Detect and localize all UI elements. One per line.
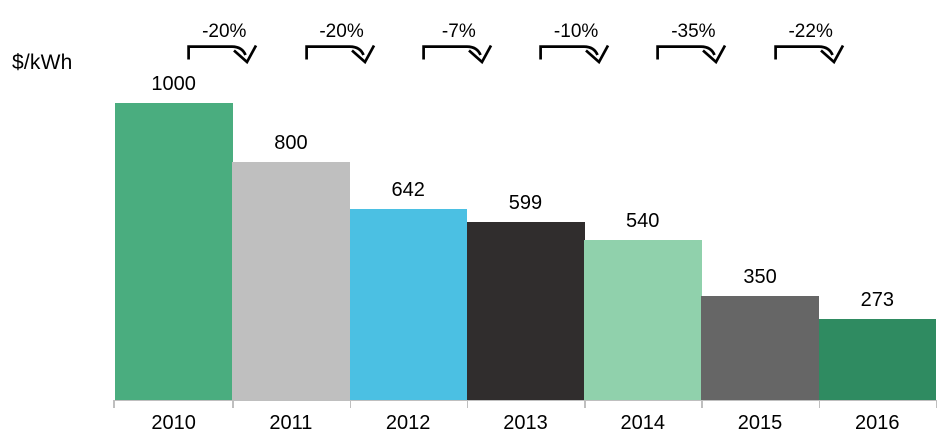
change-label: -35% <box>671 21 716 42</box>
bar-value-label: 642 <box>391 179 425 202</box>
bar-2013 <box>466 222 585 400</box>
change-arrow-icon <box>186 42 260 68</box>
x-axis-tick <box>232 400 234 408</box>
change-label: -20% <box>202 21 247 42</box>
bar-2016 <box>818 318 937 400</box>
x-tick-label: 2014 <box>620 412 665 434</box>
x-axis-tick <box>466 400 469 408</box>
x-tick-label: 2010 <box>151 412 196 434</box>
change-arrow-icon <box>538 42 612 68</box>
x-axis-tick <box>818 400 821 408</box>
x-axis-tick <box>113 400 115 408</box>
change-label: -7% <box>441 21 476 42</box>
x-axis-line <box>113 399 936 401</box>
bar-2011 <box>232 162 350 400</box>
y-axis-unit-label: $/kWh <box>12 51 73 74</box>
change-arrow-icon <box>304 42 378 68</box>
bar-value-label: 599 <box>508 192 543 215</box>
x-tick-label: 2011 <box>269 412 313 434</box>
change-label: -20% <box>319 21 364 42</box>
x-tick-label: 2016 <box>855 412 900 434</box>
x-tick-label: 2013 <box>503 412 548 434</box>
x-tick-label: 2015 <box>737 412 783 434</box>
bar-value-label: 800 <box>274 132 308 155</box>
x-axis-tick <box>584 400 586 408</box>
bar-2012 <box>349 209 468 400</box>
bar-value-label: 1000 <box>151 73 196 95</box>
bar-value-label: 273 <box>860 288 894 311</box>
bar-2015 <box>701 296 820 400</box>
change-arrow-icon <box>655 42 729 68</box>
x-axis-tick <box>701 400 703 408</box>
change-arrow-icon <box>421 42 495 68</box>
change-label: -10% <box>553 21 599 42</box>
change-arrow-icon <box>773 42 847 68</box>
bar-2014 <box>584 239 702 400</box>
bar-2010 <box>115 103 233 400</box>
x-tick-label: 2012 <box>385 412 431 434</box>
x-axis-tick <box>349 400 352 408</box>
x-axis-tick <box>935 400 938 408</box>
change-label: -22% <box>788 21 833 42</box>
bar-value-label: 540 <box>626 209 660 232</box>
bar-value-label: 350 <box>743 266 777 289</box>
